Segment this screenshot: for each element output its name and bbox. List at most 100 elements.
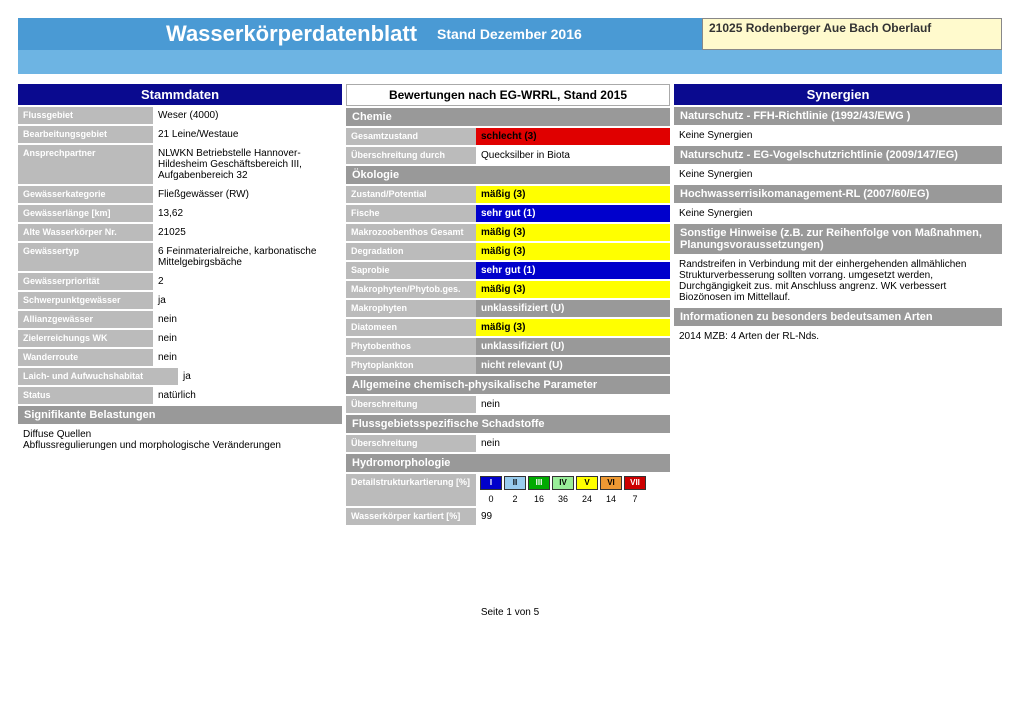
value: ja: [153, 292, 342, 309]
legend-cell: IV: [552, 476, 574, 490]
value: ja: [178, 368, 342, 385]
synergien-section-body: Keine Synergien: [674, 166, 1002, 183]
synergien-header: Synergien: [674, 84, 1002, 105]
label: Allianzgewässer: [18, 311, 153, 328]
stammdaten-row: Gewässertyp6 Feinmaterialreiche, karbona…: [18, 243, 342, 271]
stammdaten-row: Statusnatürlich: [18, 387, 342, 404]
oekologie-row: Saprobiesehr gut (1): [346, 262, 670, 279]
stammdaten-row: Wanderroutenein: [18, 349, 342, 366]
value: nein: [476, 396, 670, 413]
value: mäßig (3): [476, 281, 670, 298]
oekologie-row: Phytobenthosunklassifiziert (U): [346, 338, 670, 355]
value: 21025: [153, 224, 342, 241]
value: Weser (4000): [153, 107, 342, 124]
stammdaten-row: Zielerreichungs WKnein: [18, 330, 342, 347]
label: Alte Wasserkörper Nr.: [18, 224, 153, 241]
value: unklassifiziert (U): [476, 338, 670, 355]
label: Gewässerpriorität: [18, 273, 153, 290]
oekologie-row: Diatomeenmäßig (3): [346, 319, 670, 336]
legend-cell: III: [528, 476, 550, 490]
label: Schwerpunktgewässer: [18, 292, 153, 309]
page: Wasserkörperdatenblatt Stand Dezember 20…: [0, 0, 1020, 636]
value: mäßig (3): [476, 319, 670, 336]
stammdaten-row: Bearbeitungsgebiet21 Leine/Westaue: [18, 126, 342, 143]
value: Fließgewässer (RW): [153, 186, 342, 203]
label: Status: [18, 387, 153, 404]
chemie-gesamt-row: Gesamtzustand schlecht (3): [346, 128, 670, 145]
label: Gewässertyp: [18, 243, 153, 271]
fluss-row: Überschreitung nein: [346, 435, 670, 452]
belastungen-header: Signifikante Belastungen: [18, 406, 342, 424]
number-cell: 14: [600, 494, 622, 504]
label: Gewässerkategorie: [18, 186, 153, 203]
value: 6 Feinmaterialreiche, karbonatische Mitt…: [153, 243, 342, 271]
number-cell: 16: [528, 494, 550, 504]
stammdaten-row: AnsprechpartnerNLWKN Betriebstelle Hanno…: [18, 145, 342, 184]
synergien-section-body: 2014 MZB: 4 Arten der RL-Nds.: [674, 328, 1002, 345]
allg-row: Überschreitung nein: [346, 396, 670, 413]
label: Fische: [346, 205, 476, 222]
number-cell: 0: [480, 494, 502, 504]
hydro-header: Hydromorphologie: [346, 454, 670, 472]
value: nein: [476, 435, 670, 452]
value: 2: [153, 273, 342, 290]
chemie-header: Chemie: [346, 108, 670, 126]
legend-cell: VII: [624, 476, 646, 490]
waterbody-id-box: 21025 Rodenberger Aue Bach Oberlauf: [702, 18, 1002, 50]
legend-block: IIIIIIIVVVIVII 02163624147: [476, 474, 670, 506]
stammdaten-rows: FlussgebietWeser (4000)Bearbeitungsgebie…: [18, 107, 342, 406]
value: nein: [153, 349, 342, 366]
label: Saprobie: [346, 262, 476, 279]
chemie-ueber-row: Überschreitung durch Quecksilber in Biot…: [346, 147, 670, 164]
synergien-section-header: Naturschutz - FFH-Richtlinie (1992/43/EW…: [674, 107, 1002, 125]
value: nein: [153, 330, 342, 347]
value: schlecht (3): [476, 128, 670, 145]
label: Bearbeitungsgebiet: [18, 126, 153, 143]
label: Degradation: [346, 243, 476, 260]
label: Zustand/Potential: [346, 186, 476, 203]
bewertungen-column: Bewertungen nach EG-WRRL, Stand 2015 Che…: [346, 84, 670, 527]
value: mäßig (3): [476, 243, 670, 260]
belastungen-text: Diffuse Quellen Abflussregulierungen und…: [18, 426, 342, 454]
legend-cell: I: [480, 476, 502, 490]
synergien-section-header: Naturschutz - EG-Vogelschutzrichtlinie (…: [674, 146, 1002, 164]
oekologie-rows: Zustand/Potentialmäßig (3)Fischesehr gut…: [346, 186, 670, 376]
label: Wanderroute: [18, 349, 153, 366]
stammdaten-row: GewässerkategorieFließgewässer (RW): [18, 186, 342, 203]
oekologie-row: Degradationmäßig (3): [346, 243, 670, 260]
value: 21 Leine/Westaue: [153, 126, 342, 143]
stammdaten-row: Alte Wasserkörper Nr.21025: [18, 224, 342, 241]
synergien-section-header: Informationen zu besonders bedeutsamen A…: [674, 308, 1002, 326]
value: Quecksilber in Biota: [476, 147, 670, 164]
page-subtitle: Stand Dezember 2016: [437, 26, 582, 42]
synergien-section-body: Keine Synergien: [674, 205, 1002, 222]
label: Makrozoobenthos Gesamt: [346, 224, 476, 241]
stammdaten-row: Gewässerlänge [km]13,62: [18, 205, 342, 222]
allg-header: Allgemeine chemisch-physikalische Parame…: [346, 376, 670, 394]
stammdaten-row: FlussgebietWeser (4000): [18, 107, 342, 124]
oekologie-row: Phytoplanktonnicht relevant (U): [346, 357, 670, 374]
value: sehr gut (1): [476, 205, 670, 222]
label: Laich- und Aufwuchshabitat: [18, 368, 178, 385]
value: nein: [153, 311, 342, 328]
legend-cell: V: [576, 476, 598, 490]
oekologie-row: Makrozoobenthos Gesamtmäßig (3): [346, 224, 670, 241]
oekologie-header: Ökologie: [346, 166, 670, 184]
value: NLWKN Betriebstelle Hannover-Hildesheim …: [153, 145, 342, 184]
value: nicht relevant (U): [476, 357, 670, 374]
stammdaten-row: Allianzgewässernein: [18, 311, 342, 328]
number-cell: 24: [576, 494, 598, 504]
label: Gesamtzustand: [346, 128, 476, 145]
value: mäßig (3): [476, 224, 670, 241]
oekologie-row: Fischesehr gut (1): [346, 205, 670, 222]
label: Überschreitung: [346, 435, 476, 452]
synergien-section-body: Randstreifen in Verbindung mit der einhe…: [674, 256, 1002, 306]
legend-cell: II: [504, 476, 526, 490]
label: Flussgebiet: [18, 107, 153, 124]
label: Überschreitung: [346, 396, 476, 413]
number-cell: 36: [552, 494, 574, 504]
value: 13,62: [153, 205, 342, 222]
synergien-section-body: Keine Synergien: [674, 127, 1002, 144]
synergien-section-header: Hochwasserrisikomanagement-RL (2007/60/E…: [674, 185, 1002, 203]
value: sehr gut (1): [476, 262, 670, 279]
